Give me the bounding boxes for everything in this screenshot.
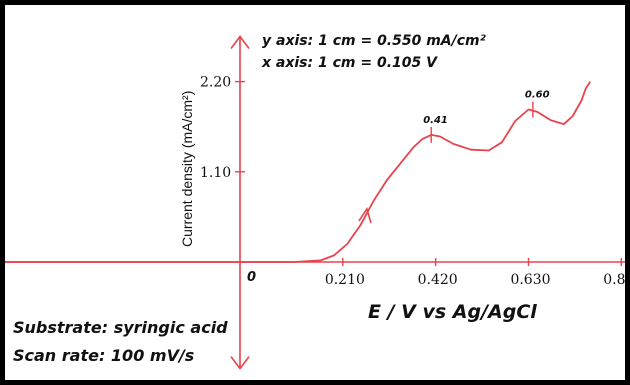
x-tick-label: 0	[247, 270, 256, 285]
series-line	[5, 81, 592, 263]
chart-svg: 0 0.210 0.420 0.630 0.840 1.10 2.20 0.41 0.60 y…	[5, 33, 625, 370]
y-tick-label: 1.10	[200, 165, 231, 181]
peak-label: 0.41	[423, 115, 448, 126]
y-tick-label: 2.20	[200, 75, 231, 91]
x-tick-label: 0.840	[603, 272, 625, 288]
peaks-layer: 0.41 0.60	[423, 89, 550, 143]
y-axis-arrow-bottom-icon	[230, 356, 250, 370]
x-scale-note: x axis: 1 cm = 0.105 V	[261, 55, 438, 71]
x-tick-label: 0.630	[510, 272, 550, 288]
tick-marks	[235, 80, 622, 266]
substrate-note: Substrate: syringic acid	[13, 318, 228, 337]
series-layer	[5, 81, 592, 263]
y-axis-arrow-top-icon	[230, 35, 250, 49]
scan-rate-note: Scan rate: 100 mV/s	[13, 346, 194, 365]
y-axis-label: Current density (mA/cm²)	[179, 91, 195, 247]
x-tick-label: 0.420	[418, 272, 458, 288]
x-axis-label: E / V vs Ag/AgCl	[368, 301, 537, 323]
tick-labels: 0 0.210 0.420 0.630 0.840 1.10 2.20	[200, 75, 625, 288]
y-scale-note: y axis: 1 cm = 0.550 mA/cm²	[262, 33, 487, 49]
x-tick-label: 0.210	[325, 272, 365, 288]
scan-direction-arrow-icon	[358, 207, 372, 224]
peak-label: 0.60	[525, 89, 550, 100]
